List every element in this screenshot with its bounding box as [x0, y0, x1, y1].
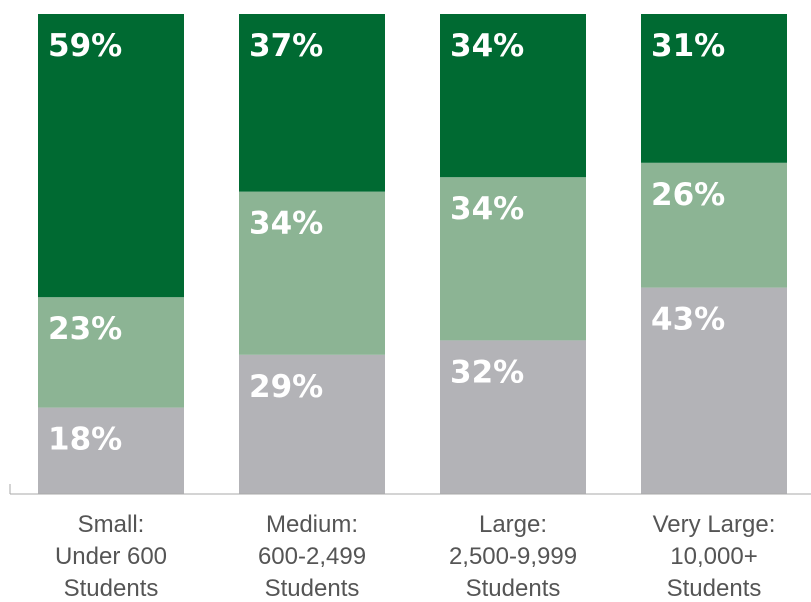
- data-label: 43%: [651, 302, 725, 338]
- data-label: 37%: [249, 28, 323, 64]
- bar-segment: [239, 14, 385, 192]
- category-label: Medium:: [266, 511, 358, 538]
- bar-segment: [440, 14, 586, 178]
- category-labels-group: Small: Under 600 Students Medium: 600-2,499 S…: [55, 511, 775, 602]
- data-label: 34%: [249, 206, 323, 242]
- category-label: Small:: [78, 511, 145, 538]
- data-label: 26%: [651, 177, 725, 213]
- axes-group: [9, 484, 811, 495]
- bar-segment: [239, 191, 385, 355]
- data-label: 59%: [48, 28, 122, 64]
- category-label: Large:: [479, 511, 547, 538]
- category-label: Students: [64, 575, 159, 602]
- data-label: 32%: [450, 354, 524, 390]
- category-label: Students: [667, 575, 762, 602]
- category-label: 2,500-9,999: [449, 543, 577, 570]
- bar-segment: [38, 14, 184, 298]
- data-label: 18%: [48, 422, 122, 458]
- bars-group: 18% 23% 59% 29% 34% 37% 32% 34% 34% 43% 26% 31%: [38, 14, 787, 494]
- category-label: Under 600: [55, 543, 167, 570]
- data-label: 31%: [651, 28, 725, 64]
- bar-segment: [641, 162, 787, 288]
- data-label: 34%: [450, 28, 524, 64]
- category-label: 10,000+: [670, 543, 757, 570]
- category-label: Very Large:: [653, 511, 776, 538]
- category-label: Students: [466, 575, 561, 602]
- bar-segment: [239, 354, 385, 494]
- bar-segment: [440, 340, 586, 494]
- bar-segment: [641, 287, 787, 494]
- category-label: Students: [265, 575, 360, 602]
- bar-segment: [440, 177, 586, 341]
- data-label: 34%: [450, 191, 524, 227]
- category-label: 600-2,499: [258, 543, 366, 570]
- bar-segment: [38, 407, 184, 494]
- bar-segment: [641, 14, 787, 163]
- data-label: 29%: [249, 369, 323, 405]
- data-label: 23%: [48, 311, 122, 347]
- bar-segment: [38, 297, 184, 408]
